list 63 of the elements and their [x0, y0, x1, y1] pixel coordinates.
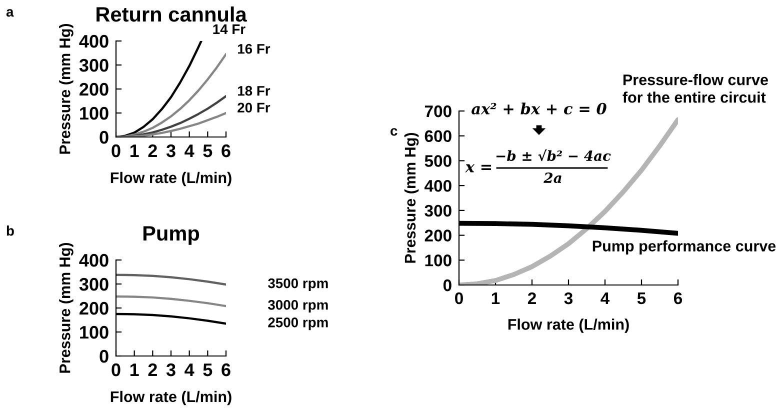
text: a: [6, 9, 14, 17]
y-tick-label: 0: [443, 279, 452, 292]
x-tick-label: 4: [184, 144, 194, 158]
x-tick-label: 4: [600, 292, 610, 304]
series-label: 18 Fr: [238, 86, 270, 96]
y-tick-label: 400: [424, 180, 452, 192]
x-tick-label: 3: [564, 292, 573, 304]
y-tick-label: 100: [80, 326, 108, 339]
text: 2500 rpm: [268, 317, 328, 330]
y-tick-label: 300: [424, 204, 452, 217]
x-tick-label: 1: [492, 292, 500, 304]
chart-title: Pump: [143, 226, 200, 245]
y-tick-label: 200: [424, 230, 452, 242]
x-axis-title: Flow rate (L/min): [110, 172, 232, 186]
y-tick-label: 100: [425, 254, 452, 266]
y-tick-label: 300: [79, 58, 108, 72]
y-tick-label: 600: [424, 130, 452, 142]
x-tick-label: 2: [148, 144, 157, 158]
annotation: ax² + bx + c = 0: [472, 102, 606, 114]
x-tick-label: 3: [166, 144, 176, 158]
text: 3500 rpm: [268, 278, 328, 291]
annotation: 2a: [544, 172, 562, 184]
text: b: [6, 226, 14, 236]
y-tick-label: 300: [79, 278, 108, 291]
x-tick-label: 2: [528, 292, 536, 304]
y-tick-label: 0: [100, 130, 108, 144]
x-tick-label: 4: [184, 364, 194, 376]
x-tick-label: 5: [637, 292, 646, 304]
series-label: Pump performance curve: [592, 240, 776, 254]
x-tick-label: 1: [130, 144, 139, 158]
x-tick-label: 5: [203, 364, 212, 376]
y-tick-label: 200: [80, 82, 108, 96]
annotation: x =: [465, 164, 491, 172]
y-tick-label: 200: [80, 302, 108, 315]
x-tick-label: 6: [222, 144, 230, 158]
chart-title: Return cannula: [96, 6, 247, 22]
y-tick-label: 400: [79, 254, 108, 267]
text: c: [390, 128, 398, 136]
y-tick-label: 0: [100, 350, 108, 363]
y-tick-label: 500: [424, 155, 452, 167]
x-axis-title: Flow rate (L/min): [110, 390, 232, 406]
text: 3000 rpm: [268, 300, 328, 313]
x-tick-label: 0: [112, 144, 120, 158]
text: Pressure-flow curve for the entire circuit: [622, 74, 768, 103]
series-label: 20 Fr: [238, 102, 270, 113]
y-axis-title: Pressure (mm Hg): [59, 242, 74, 373]
y-tick-label: 100: [80, 106, 108, 120]
x-tick-label: 3: [166, 363, 176, 376]
y-axis-title: Pressure (mm Hg): [404, 132, 419, 263]
x-tick-label: 6: [674, 292, 682, 304]
series-label: 16 Fr: [238, 44, 270, 54]
x-tick-label: 0: [455, 292, 463, 304]
x-tick-label: 6: [222, 363, 230, 376]
x-tick-label: 1: [130, 364, 139, 376]
x-axis-title: Flow rate (L/min): [508, 318, 629, 333]
y-tick-label: 400: [79, 34, 108, 48]
annotation: −b ± √b² − 4ac: [496, 149, 611, 162]
y-tick-label: 700: [424, 105, 452, 118]
x-tick-label: 0: [112, 363, 120, 376]
y-axis-title: Pressure (mm Hg): [59, 24, 74, 154]
x-tick-label: 2: [148, 363, 157, 376]
x-tick-label: 5: [203, 144, 212, 158]
series-label: 14 Fr: [213, 24, 246, 34]
